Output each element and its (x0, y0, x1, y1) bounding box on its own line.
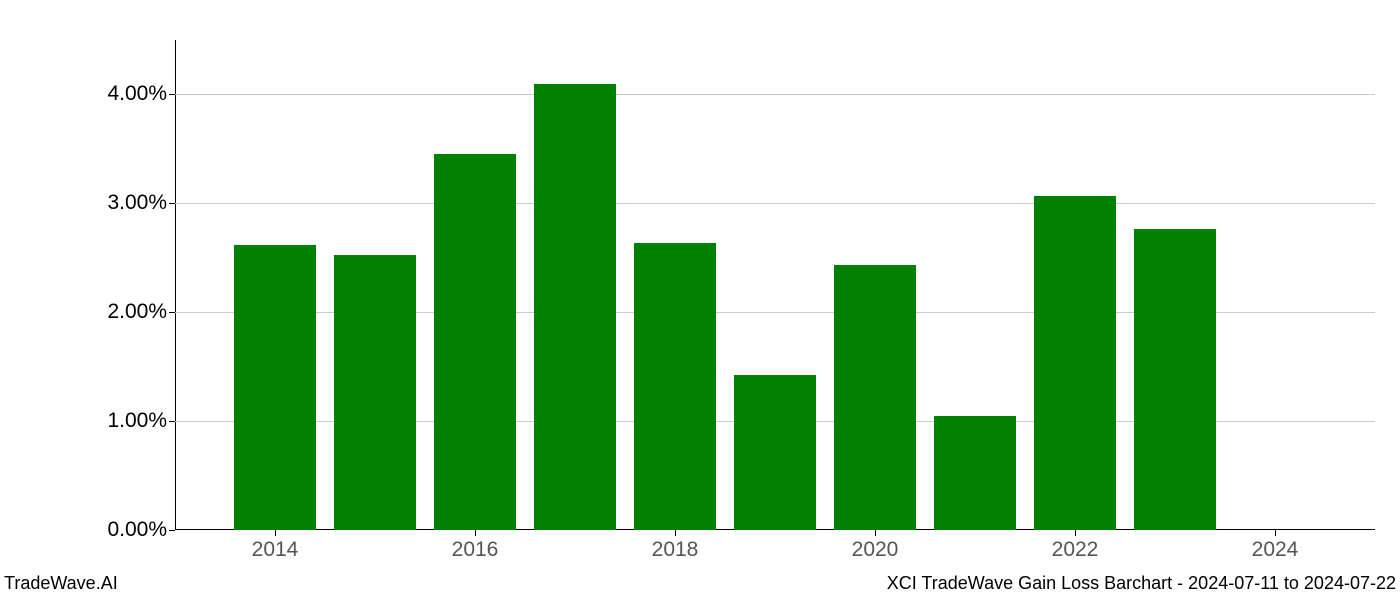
ytick-label: 0.00% (107, 518, 175, 542)
ytick-label: 1.00% (107, 409, 175, 433)
bar (434, 154, 516, 530)
footer-brand: TradeWave.AI (4, 573, 118, 594)
xtick-label: 2022 (1052, 530, 1099, 562)
ytick-label: 4.00% (107, 82, 175, 106)
bar (1034, 196, 1116, 530)
bar (834, 265, 916, 530)
bar (634, 243, 716, 530)
bar (1134, 229, 1216, 530)
xtick-label: 2016 (452, 530, 499, 562)
gridline (175, 203, 1375, 204)
xtick-label: 2020 (852, 530, 899, 562)
ytick-label: 3.00% (107, 191, 175, 215)
xtick-label: 2014 (252, 530, 299, 562)
bar (334, 255, 416, 530)
y-axis-line (175, 40, 176, 530)
plot-area: 0.00%1.00%2.00%3.00%4.00%201420162018202… (175, 40, 1375, 530)
bar (534, 84, 616, 530)
ytick-label: 2.00% (107, 300, 175, 324)
bar (234, 245, 316, 530)
gain-loss-barchart: 0.00% 1.00% 2.00% 3.00% 4.00% 2014 2016 2018 202… (0, 0, 1400, 600)
gridline (175, 94, 1375, 95)
bar (734, 375, 816, 530)
xtick-label: 2024 (1252, 530, 1299, 562)
footer-caption: XCI TradeWave Gain Loss Barchart - 2024-… (887, 573, 1396, 594)
xtick-label: 2018 (652, 530, 699, 562)
bar (934, 416, 1016, 530)
